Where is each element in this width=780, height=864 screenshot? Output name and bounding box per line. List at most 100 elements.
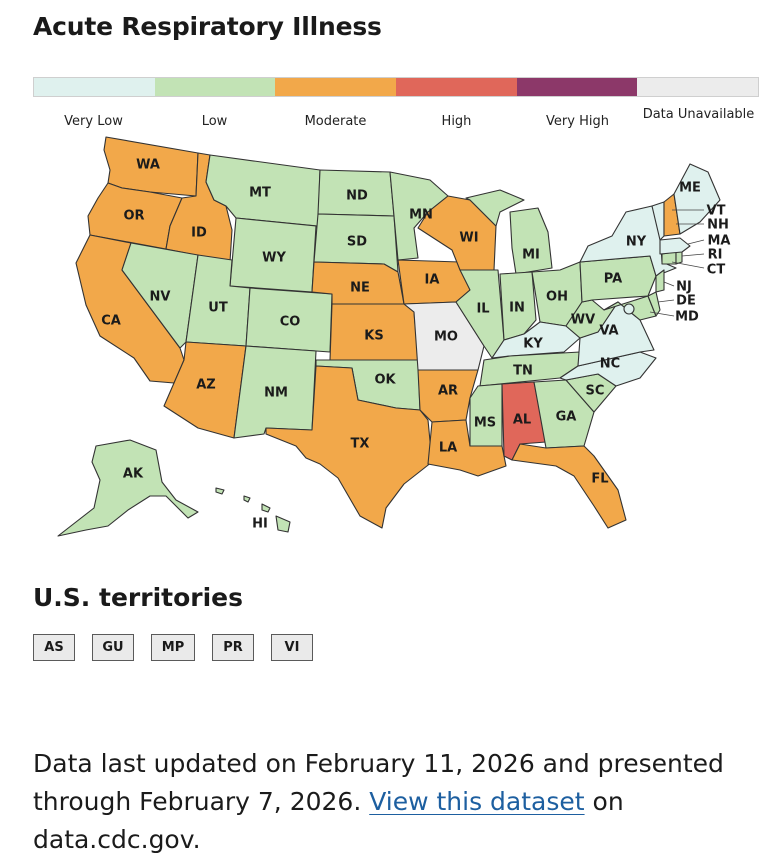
state-IN[interactable] — [499, 271, 537, 341]
state-MS[interactable] — [469, 383, 503, 447]
state-label-nc: NC — [600, 357, 620, 372]
state-label-wy: WY — [262, 251, 286, 266]
state-label-ms: MS — [474, 416, 496, 431]
state-label-nh: NH — [707, 218, 729, 233]
territories-heading: U.S. territories — [33, 583, 243, 612]
state-DC[interactable] — [623, 303, 635, 315]
footer-text-before: Data last updated on February 11, 2026 a… — [33, 749, 724, 816]
state-label-ar: AR — [438, 384, 458, 399]
legend-swatch-moderate — [275, 78, 397, 96]
state-label-ca: CA — [101, 314, 121, 329]
state-MI-up[interactable] — [465, 189, 525, 227]
state-label-hi: HI — [252, 517, 268, 532]
state-label-ct: CT — [707, 263, 726, 278]
state-LA[interactable] — [427, 419, 507, 477]
state-label-me: ME — [679, 181, 701, 196]
legend-swatch-very-low — [34, 78, 155, 96]
state-label-ks: KS — [364, 329, 383, 344]
state-label-mo: MO — [434, 330, 458, 345]
legend-label: Low — [201, 114, 228, 129]
state-TX[interactable] — [265, 365, 433, 529]
state-label-sd: SD — [347, 235, 367, 250]
state-label-sc: SC — [586, 384, 605, 399]
state-label-il: IL — [476, 302, 489, 317]
territory-button-as[interactable]: AS — [33, 634, 75, 661]
state-label-tx: TX — [351, 437, 370, 452]
state-IL[interactable] — [455, 269, 505, 359]
legend-label: Very Low — [64, 114, 123, 129]
state-label-de: DE — [676, 294, 696, 309]
legend-label: Data Unavailable — [642, 107, 755, 122]
legend-label: Moderate — [304, 114, 367, 129]
state-label-ri: RI — [708, 248, 723, 263]
legend-label: High — [441, 114, 472, 129]
legend-swatch-low — [154, 78, 276, 96]
state-label-co: CO — [280, 315, 301, 330]
state-label-ok: OK — [374, 373, 396, 388]
state-label-ia: IA — [425, 273, 440, 288]
territory-buttons: AS GU MP PR VI — [33, 634, 313, 661]
state-AK[interactable] — [57, 439, 199, 537]
state-label-nj: NJ — [676, 280, 692, 295]
state-MN[interactable] — [389, 171, 449, 261]
footer-text-after: on data.cdc.gov. — [33, 787, 624, 854]
legend-swatch-very-high — [516, 78, 638, 96]
us-state-map: WA OR CA ID NV MT WY UT CO AZ NM ND SD NE KS OK TX MN IA MO… — [57, 136, 731, 537]
state-NV[interactable] — [121, 242, 199, 349]
leader-lines — [649, 209, 705, 317]
state-MA[interactable] — [659, 237, 691, 255]
state-HI-2[interactable] — [261, 503, 271, 513]
legend-swatch-high — [396, 78, 517, 96]
state-label-in: IN — [509, 301, 525, 316]
state-label-ak: AK — [123, 467, 144, 482]
state-label-md: MD — [675, 310, 699, 325]
state-ME[interactable] — [673, 163, 721, 235]
territory-button-mp[interactable]: MP — [151, 634, 195, 661]
state-label-wi: WI — [459, 231, 478, 246]
page-title: Acute Respiratory Illness — [33, 12, 382, 41]
state-label-fl: FL — [591, 472, 608, 487]
state-label-az: AZ — [196, 378, 216, 393]
state-HI-4[interactable] — [215, 487, 225, 495]
state-label-ny: NY — [626, 235, 647, 250]
legend-swatch-unavailable — [637, 78, 759, 96]
territory-button-pr[interactable]: PR — [212, 634, 254, 661]
state-label-mt: MT — [249, 186, 271, 201]
legend-label: Very High — [546, 114, 609, 129]
state-label-al: AL — [513, 413, 531, 428]
state-label-mn: MN — [409, 208, 433, 223]
state-label-ma: MA — [708, 234, 731, 249]
state-label-la: LA — [439, 441, 457, 456]
state-label-id: ID — [191, 226, 207, 241]
legend-color-bar — [33, 77, 759, 97]
state-label-nd: ND — [346, 189, 368, 204]
state-MI[interactable] — [509, 207, 553, 275]
state-NJ[interactable] — [655, 269, 665, 293]
state-HI[interactable] — [275, 515, 291, 533]
state-RI[interactable] — [675, 251, 683, 265]
data-update-note: Data last updated on February 11, 2026 a… — [33, 745, 753, 859]
state-label-wa: WA — [136, 158, 160, 173]
state-label-pa: PA — [604, 272, 622, 287]
legend-labels: Very Low Low Moderate High Very High Dat… — [33, 108, 759, 129]
territory-button-vi[interactable]: VI — [271, 634, 313, 661]
state-FL[interactable] — [511, 443, 627, 529]
state-label-ne: NE — [350, 281, 370, 296]
view-dataset-link[interactable]: View this dataset — [369, 787, 585, 816]
territory-button-gu[interactable]: GU — [92, 634, 134, 661]
state-HI-3[interactable] — [243, 495, 251, 503]
state-label-nm: NM — [264, 386, 288, 401]
state-DE[interactable] — [647, 291, 661, 317]
state-GA[interactable] — [533, 379, 595, 449]
state-label-ky: KY — [523, 337, 543, 352]
state-label-ut: UT — [208, 301, 228, 316]
state-label-vt: VT — [707, 204, 726, 219]
state-labels: WA OR CA ID NV MT WY UT CO AZ NM ND SD NE KS OK TX MN IA MO… — [101, 158, 730, 532]
state-label-oh: OH — [546, 290, 568, 305]
state-label-nv: NV — [150, 290, 171, 305]
state-label-mi: MI — [522, 248, 540, 263]
state-label-or: OR — [123, 209, 144, 224]
state-label-tn: TN — [513, 364, 533, 379]
state-label-va: VA — [599, 324, 618, 339]
state-label-ga: GA — [556, 410, 577, 425]
